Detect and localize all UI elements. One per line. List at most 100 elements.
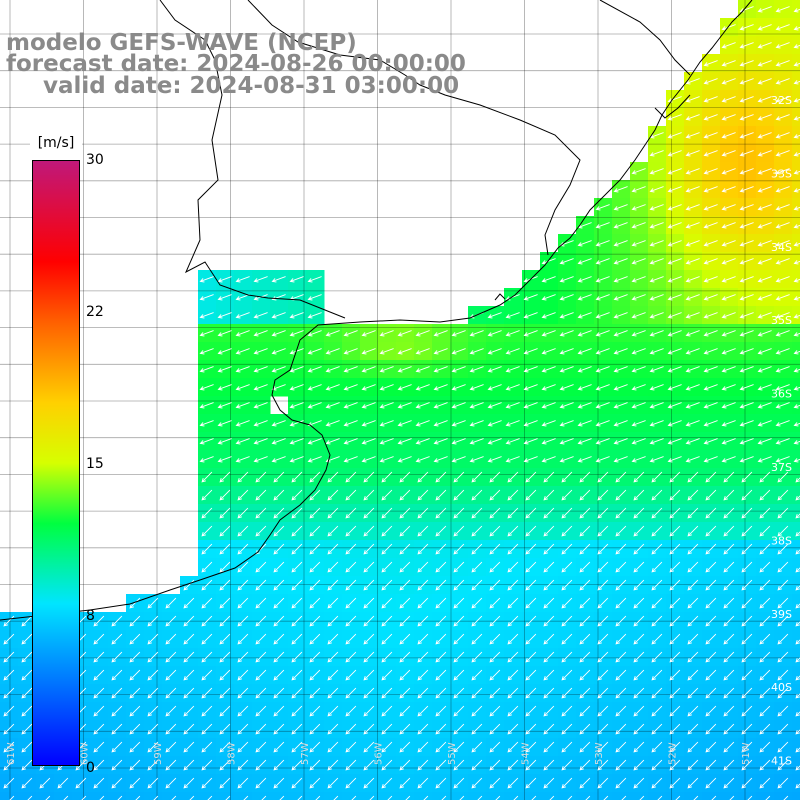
wind-arrow	[649, 438, 664, 445]
wind-arrow	[739, 60, 754, 67]
wind-arrow	[757, 294, 772, 301]
wind-arrow	[613, 258, 628, 265]
wind-arrow	[541, 456, 556, 463]
wind-arrow	[381, 687, 393, 699]
wind-arrow	[633, 669, 645, 681]
wind-arrow	[309, 651, 321, 663]
wind-arrow	[633, 525, 645, 537]
wind-arrow	[111, 651, 123, 663]
wind-arrow	[741, 507, 753, 519]
wind-arrow	[703, 168, 718, 175]
wind-arrow	[361, 402, 376, 409]
wind-arrow	[777, 543, 789, 555]
wind-arrow	[255, 741, 267, 753]
wind-arrow	[57, 777, 69, 789]
wind-arrow	[345, 759, 357, 771]
wind-arrow	[327, 777, 339, 789]
wind-arrow	[309, 597, 321, 609]
wind-arrow	[489, 651, 501, 663]
wind-arrow	[541, 420, 556, 427]
wind-arrow	[775, 420, 790, 427]
wind-arrow	[273, 705, 285, 717]
wind-arrow	[435, 705, 447, 717]
wind-arrow	[651, 669, 663, 681]
wind-arrow	[633, 597, 645, 609]
wind-arrow	[705, 489, 717, 501]
wind-arrow	[399, 759, 411, 771]
wind-speed-cell	[792, 792, 800, 800]
wind-arrow	[435, 741, 447, 753]
wind-arrow	[3, 669, 15, 681]
wind-arrow	[327, 543, 339, 555]
wind-arrow	[523, 366, 538, 373]
longitude-label: 58W	[227, 742, 238, 765]
wind-arrow	[525, 633, 537, 645]
wind-arrow	[723, 525, 735, 537]
wind-arrow	[747, 795, 753, 800]
wind-arrow	[759, 597, 771, 609]
wind-arrow	[561, 651, 573, 663]
wind-arrow	[273, 579, 285, 591]
wind-arrow	[561, 687, 573, 699]
wind-arrow	[577, 438, 592, 445]
wind-speed-cell	[792, 702, 800, 721]
wind-arrow	[651, 525, 663, 537]
wind-arrow	[453, 471, 465, 483]
wind-arrow	[327, 723, 339, 735]
wind-arrow	[273, 633, 285, 645]
wind-arrow	[417, 525, 429, 537]
wind-arrow	[705, 759, 717, 771]
wind-speed-cell	[792, 504, 800, 523]
wind-arrow	[451, 438, 466, 445]
wind-speed-cell	[684, 792, 703, 800]
wind-arrow	[165, 705, 177, 717]
wind-arrow	[685, 258, 700, 265]
wind-arrow	[669, 705, 681, 717]
wind-arrow	[739, 114, 754, 121]
wind-arrow	[579, 741, 591, 753]
wind-arrow	[129, 669, 141, 681]
wind-arrow	[255, 507, 267, 519]
wind-arrow	[399, 669, 411, 681]
wind-arrow	[759, 777, 771, 789]
wind-arrow	[793, 170, 800, 175]
wind-arrow	[201, 759, 213, 771]
wind-arrow	[649, 402, 664, 409]
wind-arrow	[165, 597, 177, 609]
wind-arrow	[93, 633, 105, 645]
wind-speed-cell	[306, 792, 325, 800]
wind-arrow	[721, 330, 736, 337]
wind-arrow	[201, 561, 213, 573]
wind-speed-cell	[792, 522, 800, 541]
wind-arrow	[489, 489, 501, 501]
wind-arrow	[777, 561, 789, 573]
wind-arrow	[783, 795, 789, 800]
wind-arrow	[579, 777, 591, 789]
wind-arrow	[739, 168, 754, 175]
wind-arrow	[577, 330, 592, 337]
wind-arrow	[741, 651, 753, 663]
wind-arrow	[3, 723, 15, 735]
wind-arrow	[613, 438, 628, 445]
wind-arrow	[741, 687, 753, 699]
wind-speed-cell	[792, 594, 800, 613]
wind-arrow	[703, 60, 718, 67]
wind-arrow	[649, 204, 664, 211]
wind-arrow	[345, 705, 357, 717]
wind-arrow	[363, 633, 375, 645]
wind-arrow	[235, 420, 250, 427]
wind-arrow	[235, 438, 250, 445]
wind-arrow	[397, 402, 412, 409]
wind-arrow	[649, 168, 664, 175]
wind-arrow	[651, 633, 663, 645]
wind-arrow	[651, 615, 663, 627]
wind-arrow	[361, 366, 376, 373]
wind-arrow	[237, 687, 249, 699]
wind-arrow	[523, 420, 538, 427]
wind-arrow	[703, 96, 718, 103]
wind-arrow	[469, 438, 484, 445]
wind-arrow	[577, 402, 592, 409]
wind-arrow	[775, 258, 790, 265]
wind-arrow	[667, 456, 682, 463]
wind-arrow	[309, 543, 321, 555]
